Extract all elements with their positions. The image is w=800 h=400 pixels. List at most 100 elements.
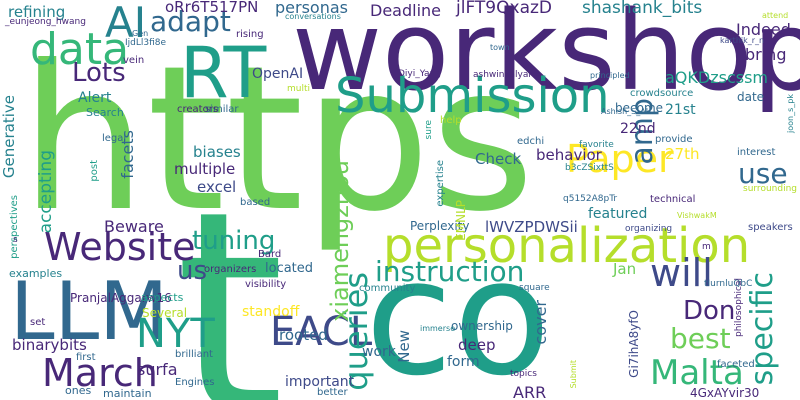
word-134: s [13, 235, 18, 245]
word-124: Gen [132, 29, 149, 38]
word-60: rooted [279, 326, 328, 344]
word-126: multi [287, 84, 311, 94]
word-4: personalization [383, 218, 751, 274]
word-95: favorite [579, 140, 614, 150]
word-26: Don [683, 296, 736, 326]
word-132: Search [86, 106, 124, 119]
word-64: cover [531, 300, 550, 345]
word-96: b3cZSixttS [565, 163, 614, 173]
word-110: immerse [420, 324, 456, 333]
word-113: Ashish_S_AI [601, 107, 649, 116]
word-30: jlFT9QxazD [456, 0, 552, 18]
word-131: post [89, 160, 100, 182]
word-101: surrounding [743, 184, 797, 194]
word-105: faceted [717, 359, 755, 370]
word-75: ones [65, 384, 92, 397]
word-42: date [737, 90, 765, 104]
word-123: IjdLl3fi8e [125, 38, 167, 48]
word-92: sure [424, 120, 434, 140]
word-90: square [519, 283, 550, 293]
word-130: legal [102, 133, 127, 144]
word-57: EMNLP [454, 200, 468, 241]
word-76: maintain [103, 387, 152, 400]
word-51: accepting [36, 150, 56, 234]
word-38: Alert [78, 90, 112, 106]
word-69: surfa [137, 360, 178, 379]
word-99: technical [650, 194, 696, 205]
word-45: behavior [536, 146, 602, 164]
word-100: interest [737, 147, 776, 158]
word-35: Indeed [736, 20, 791, 39]
word-102: speakers [748, 222, 793, 233]
word-70: binarybits [12, 336, 87, 354]
word-37: aQKDzscssm [665, 68, 768, 87]
word-133: _eunjeong_hwang [5, 17, 86, 27]
word-68: important [285, 374, 355, 390]
word-15: NYT [136, 311, 215, 357]
word-86: Bard [258, 249, 282, 260]
word-127: similar [205, 104, 239, 115]
word-63: form [447, 354, 480, 370]
word-112: joon_s_pk [786, 94, 795, 133]
word-56: Perplexity [410, 219, 470, 233]
word-3: t [175, 152, 285, 400]
word-62: deep [458, 336, 496, 354]
word-33: oRr6T517PN [165, 0, 259, 16]
word-53: Beware [104, 217, 164, 236]
word-44: 27th [665, 145, 700, 163]
word-36: bring [745, 45, 787, 64]
word-117: principled [590, 71, 630, 80]
word-11: Paper [566, 137, 674, 181]
word-97: q5152A8pTr [563, 194, 618, 204]
word-1: workshop [292, 0, 800, 115]
word-67: New [395, 330, 413, 363]
word-125: vein [123, 55, 145, 66]
word-84: set [30, 317, 46, 328]
word-77: Engines [175, 377, 215, 388]
word-88: visibility [245, 279, 287, 290]
word-129: based [240, 197, 271, 208]
word-9: data [30, 24, 130, 75]
word-61: standoff [242, 304, 300, 320]
word-2: co [365, 224, 551, 400]
word-103: organizing [625, 224, 673, 234]
word-55: lWVZPDWSii [485, 218, 578, 236]
word-94: edchi [517, 136, 545, 147]
word-83: examples [9, 267, 63, 280]
word-24: tuning [192, 226, 276, 256]
word-22: Lots [72, 58, 126, 88]
word-72: Gi7ihA8yfO [627, 310, 641, 378]
word-41: 21st [665, 102, 696, 118]
word-47: biases [193, 143, 241, 161]
word-98: provide [655, 134, 693, 145]
word-28: us [177, 256, 208, 286]
word-8: AI [105, 0, 147, 47]
word-40: become [615, 101, 664, 115]
word-78: better [317, 387, 348, 398]
word-43: 22nd [620, 121, 656, 137]
word-5: Submission [335, 68, 610, 124]
word-32: personas [275, 0, 348, 17]
word-79: brilliant [175, 349, 213, 360]
word-25: best [670, 322, 731, 355]
word-13: EACL [270, 309, 373, 355]
word-128: creators [177, 104, 219, 115]
word-85: perspectives [9, 195, 20, 259]
word-120: town [490, 43, 510, 52]
word-31: Deadline [370, 1, 441, 20]
word-49: excel [197, 178, 237, 196]
word-118: ashwinkalyan7 [473, 70, 540, 80]
word-114: crowdsource [630, 88, 694, 99]
word-54: Check [475, 150, 522, 168]
word-71: PranjalAggarw16 [70, 291, 172, 305]
word-14: March [42, 351, 158, 395]
word-115: karthik_r_n [720, 36, 765, 45]
word-18: instruction [375, 255, 525, 288]
word-66: ARR [513, 383, 547, 400]
word-107: m [702, 242, 711, 252]
word-106: tIurnluQbC [704, 279, 753, 289]
word-46: featured [588, 206, 648, 222]
word-119: Diyi_Yang [398, 69, 441, 79]
word-121: conversations [285, 12, 341, 21]
word-0: https [20, 23, 535, 256]
